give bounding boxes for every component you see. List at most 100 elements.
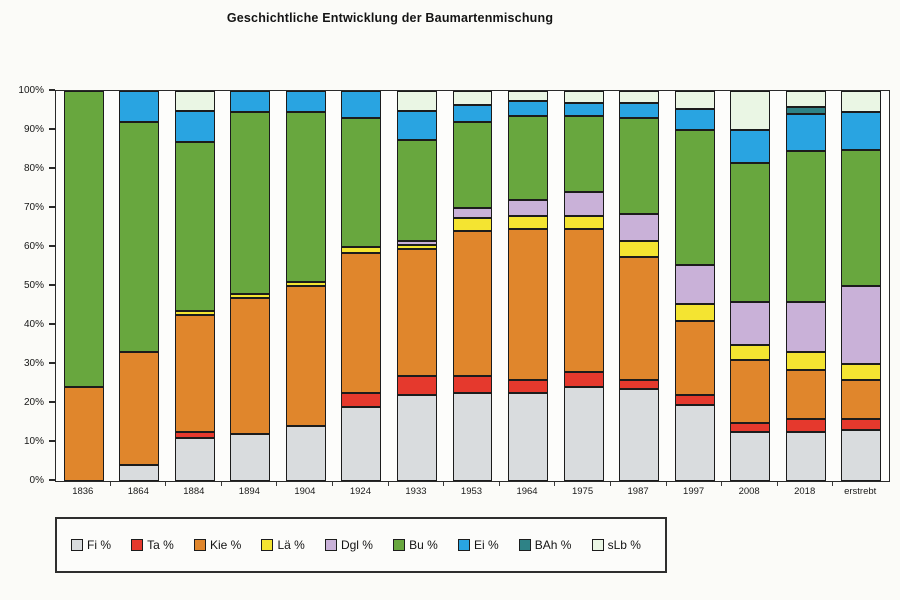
segment-fi-1894 [230, 434, 271, 481]
bar-slot-1894 [223, 91, 279, 481]
x-axis-label-erstrebt: erstrebt [844, 486, 877, 497]
bar-slot-1987 [611, 91, 667, 481]
segment-ei-1894 [230, 91, 271, 113]
bar-slot-1997 [667, 91, 723, 481]
segment-lä-1904 [285, 282, 326, 287]
segment-dgl-1975 [563, 192, 604, 216]
plot-area [55, 90, 890, 482]
legend-swatch-ta [131, 539, 144, 551]
y-axis-tick-50 [49, 284, 55, 286]
y-axis-label-80: 80% [23, 162, 44, 174]
bar-1884 [174, 91, 215, 481]
y-axis-label-70: 70% [23, 201, 44, 213]
y-axis-label-40: 40% [23, 318, 44, 330]
bar-1836 [63, 91, 104, 481]
x-axis-tick [111, 481, 167, 486]
x-axis-label-1953: 1953 [460, 486, 483, 497]
segment-lä-2018 [785, 352, 826, 370]
segment-kie-2008 [730, 360, 771, 423]
x-axis-tick [166, 481, 222, 486]
legend-label-bah: BAh % [534, 538, 572, 552]
segment-dgl-2008 [730, 301, 771, 345]
legend-item-lä: Lä % [261, 538, 305, 552]
bar-slot-1933 [389, 91, 445, 481]
segment-fi-1933 [396, 395, 437, 481]
legend-swatch-kie [193, 539, 206, 551]
segment-ei-1884 [174, 110, 215, 142]
legend: Fi % Ta % Kie % Lä % Dgl % Bu % Ei % BAh % sLb % [55, 517, 667, 573]
segment-fi-2008 [730, 432, 771, 481]
y-axis-label-30: 30% [23, 357, 44, 369]
bar-1864 [119, 91, 160, 481]
x-axis-labels: 1836 1864 1884 1894 1904 1924 1933 1953 1964 1975… [55, 486, 888, 497]
x-axis-label-1904: 1904 [294, 486, 316, 497]
segment-fi-2018 [785, 432, 826, 481]
legend-item-bu: Bu % [393, 538, 438, 552]
segment-dgl-erstrebt [841, 286, 882, 365]
x-axis-label-1987: 1987 [627, 486, 649, 497]
segment-fi-1964 [508, 393, 548, 481]
segment-lä-1997 [674, 303, 715, 322]
segment-ei-2018 [785, 114, 826, 152]
segment-dgl-2018 [785, 301, 826, 353]
segment-slb-1933 [396, 91, 437, 111]
segment-lä-1953 [452, 217, 493, 232]
segment-ei-1997 [674, 108, 715, 131]
segment-ta-1987 [619, 379, 660, 390]
segment-kie-1884 [174, 315, 215, 433]
segment-slb-1953 [452, 91, 493, 105]
segment-ei-1864 [119, 91, 160, 123]
bar-slot-1884 [167, 91, 223, 481]
bar-slot-erstrebt [833, 91, 889, 481]
bar-erstrebt [841, 91, 882, 481]
x-axis-tick [333, 481, 389, 486]
x-axis-label-1997: 1997 [683, 486, 705, 497]
segment-ta-1964 [508, 379, 548, 394]
bar-slot-1964 [500, 91, 556, 481]
y-axis-tick-90 [49, 128, 55, 130]
y-axis-label-60: 60% [23, 240, 44, 252]
segment-bu-1894 [230, 112, 271, 294]
segment-kie-1964 [508, 229, 548, 380]
x-axis-tick [389, 481, 445, 486]
segment-bah-2018 [785, 106, 826, 115]
x-axis-label-1964: 1964 [516, 486, 538, 497]
segment-lä-erstrebt [841, 364, 882, 380]
legend-item-ta: Ta % [131, 538, 174, 552]
segment-slb-1964 [508, 91, 548, 101]
segment-kie-1864 [119, 352, 160, 466]
segment-ei-1933 [396, 110, 437, 140]
segment-fi-1987 [619, 389, 660, 481]
x-axis-label-1836: 1836 [72, 486, 94, 497]
x-axis-tick [222, 481, 278, 486]
segment-ta-1924 [341, 393, 382, 407]
segment-dgl-1964 [508, 200, 548, 216]
bar-2008 [730, 91, 771, 481]
segment-ei-1975 [563, 102, 604, 117]
segment-lä-1975 [563, 215, 604, 230]
bar-1987 [619, 91, 660, 481]
segment-kie-2018 [785, 369, 826, 419]
segment-ei-1953 [452, 104, 493, 123]
segment-kie-1836 [63, 387, 104, 481]
x-axis-tick [55, 481, 111, 486]
y-axis-tick-0 [49, 479, 55, 481]
segment-bu-1953 [452, 122, 493, 209]
segment-bu-1904 [285, 112, 326, 283]
x-axis-label-1894: 1894 [238, 486, 260, 497]
legend-label-dgl: Dgl % [340, 538, 373, 552]
y-axis-tick-80 [49, 167, 55, 169]
legend-swatch-ei [457, 539, 470, 551]
segment-ei-2008 [730, 130, 771, 164]
legend-swatch-fi [71, 539, 83, 551]
y-axis-tick-40 [49, 323, 55, 325]
legend-item-ei: Ei % [457, 538, 499, 552]
x-axis-tick [833, 482, 888, 486]
x-axis-tick [500, 481, 556, 486]
segment-dgl-1997 [674, 264, 715, 304]
bar-slot-1904 [278, 91, 334, 481]
segment-dgl-1987 [619, 213, 660, 242]
legend-item-dgl: Dgl % [324, 538, 373, 552]
segment-slb-2018 [785, 91, 826, 107]
